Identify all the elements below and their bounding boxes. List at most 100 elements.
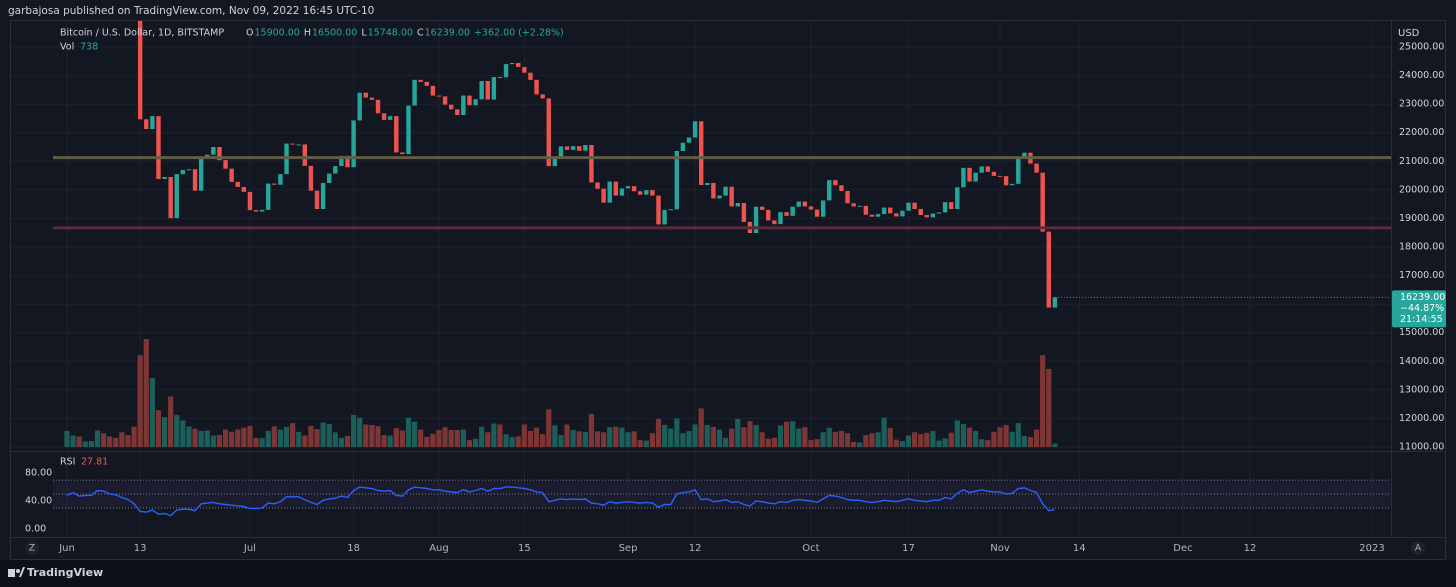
volume-bar [985,440,991,447]
candle [406,105,411,155]
volume-bar [753,424,759,447]
candle [162,177,167,179]
candle [595,182,600,189]
volume-bar [869,433,875,447]
volume-bar [357,417,363,447]
volume-bar [344,435,351,447]
volume-bar [857,442,863,447]
volume-bar [302,435,308,447]
volume-bar [314,429,320,447]
logo [8,567,25,577]
volume-bar [533,427,540,447]
candle [1040,172,1045,232]
volume-bar [844,433,851,447]
volume-bar [393,428,399,447]
ohlc-key: L [361,28,367,39]
volume-bar [399,430,405,447]
volume-bar [808,440,814,447]
volume-bar [619,427,625,447]
auto-button[interactable] [1411,541,1425,555]
rsi-label: RSI [60,457,75,468]
candle [418,79,423,82]
y-tick-label: 11000.00 [1399,442,1444,453]
volume-bar [546,409,552,447]
candle [857,205,862,207]
volume-bar [381,435,387,447]
volume-bar [229,431,235,447]
volume-bar [107,436,113,447]
volume-bar [271,426,277,447]
volume-bar [783,421,790,447]
candle [662,210,667,225]
y-tick-label: 17000.00 [1399,270,1444,281]
volume-bar [332,432,338,447]
x-tick-label: 14 [1073,543,1086,554]
candle [961,167,966,188]
y-tick-label: 25000.00 [1399,42,1444,53]
candle [930,213,936,218]
volume-bar [1015,423,1021,447]
x-tick-label: 12 [689,543,702,554]
volume-bar [216,435,223,447]
volume-last: 738 [80,42,98,53]
candle [814,209,820,217]
volume-bar [1052,443,1058,447]
volume-bar [186,426,192,447]
x-tick-label: Jul [243,543,256,554]
x-tick-label: 18 [347,543,360,554]
volume-bar [338,437,345,447]
candle [247,191,253,211]
candle [900,210,905,217]
candle [436,95,442,97]
last-price-tag [1392,290,1446,328]
volume-bar [692,424,698,447]
candle [808,206,814,210]
candle [375,99,381,114]
volume-bar [637,440,643,447]
volume-bar [1009,431,1015,447]
candle [845,191,850,204]
zoom-button[interactable] [25,541,39,555]
volume-bar [881,417,887,447]
volume-bar [924,432,930,447]
volume-bar [747,421,753,447]
zoom-button-label[interactable]: Z [29,544,35,554]
volume-bar [936,440,942,447]
ohlc-value: 15748.00 [368,28,413,39]
auto-button-label[interactable]: A [1415,544,1422,554]
candle [485,81,490,100]
candle [308,165,314,191]
volume-bar [765,438,771,447]
candle [680,142,686,151]
volume-bar [265,430,271,447]
volume-bar [241,427,247,447]
candle [735,203,740,207]
candle [759,206,765,210]
x-tick-label: Dec [1173,543,1192,554]
candle [314,190,320,209]
candle [607,181,612,203]
volume-bar [100,433,107,447]
volume-bar [716,429,723,447]
byline: garbajosa published on TradingView.com, … [8,5,374,17]
volume-bar [655,418,662,447]
volume-bar [454,429,460,447]
candle [564,146,570,150]
volume-bar [802,427,808,447]
candle [400,152,405,155]
volume-bar [851,441,857,447]
volume-bar [954,420,960,447]
candle [979,166,984,173]
volume-bar [796,428,802,447]
candle [144,119,149,129]
ohlc-value: 16239.00 [425,28,470,39]
volume-bar [790,421,796,447]
x-tick-label: 2023 [1359,543,1384,554]
candle [241,187,247,192]
candle [924,215,930,218]
y-tick-label: 15000.00 [1399,327,1444,338]
volume-bar [582,431,588,447]
volume-bar [466,440,473,447]
candle [448,104,454,110]
